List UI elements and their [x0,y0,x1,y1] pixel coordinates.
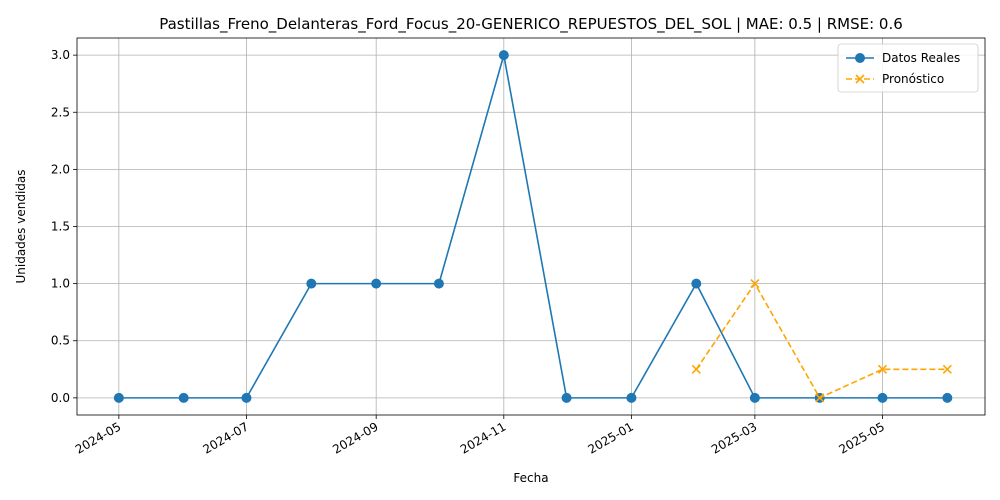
data-point-forecast [750,279,760,289]
data-point-actual [626,392,637,403]
data-point-actual [113,392,124,403]
grid-lines [77,38,985,415]
data-point-actual [942,392,953,403]
x-tick-label: 2024-11 [458,419,508,456]
y-tick-label: 1.0 [51,277,70,291]
series-actual [113,50,953,403]
y-tick-label: 2.0 [51,162,70,176]
data-point-forecast [942,364,952,374]
data-point-actual [306,278,317,289]
x-tick-label: 2024-09 [330,419,380,456]
data-point-actual [498,50,509,61]
x-tick-label: 2024-05 [73,419,123,456]
data-point-actual [371,278,382,289]
chart-title: Pastillas_Freno_Delanteras_Ford_Focus_20… [159,15,903,34]
legend-marker-forecast [855,74,865,84]
y-axis-title: Unidades vendidas [14,169,28,283]
y-tick-label: 0.5 [51,334,70,348]
x-tick-label: 2025-05 [837,419,887,456]
data-point-actual [241,392,252,403]
data-point-actual [877,392,888,403]
marker-stroke [877,364,888,374]
data-point-actual [433,278,444,289]
marker-stroke [691,364,701,374]
data-point-actual [749,392,760,403]
marker-stroke [942,364,952,374]
legend: Datos Reales Pronóstico [837,43,979,93]
data-point-actual [178,392,189,403]
series-forecast [691,279,952,403]
legend-label-forecast: Pronóstico [882,72,944,86]
marker-stroke [855,74,865,84]
y-tick-label: 1.5 [51,220,70,234]
x-tick-label: 2025-03 [709,419,759,456]
x-tick-label: 2024-07 [201,419,251,456]
y-tick-label: 0.0 [51,391,70,405]
data-point-actual [561,392,572,403]
y-tick-label: 2.5 [51,105,70,119]
x-axis-title: Fecha [513,471,548,485]
marker-stroke [815,393,825,403]
data-point-forecast [691,364,701,374]
legend-label-actual: Datos Reales [882,51,960,65]
x-tick-label: 2025-01 [586,419,636,456]
data-point-actual [691,278,702,289]
legend-marker-actual [855,53,865,63]
data-point-forecast [815,393,825,403]
marker-stroke [750,279,760,289]
series-line-actual [118,54,948,399]
axes: 2024-05 2024-07 2024-09 2024-11 2025-01 2025-… [51,37,986,457]
y-tick-label: 3.0 [51,48,70,62]
legend-box [837,43,979,93]
data-point-forecast [877,364,888,374]
series-layer [113,50,953,403]
